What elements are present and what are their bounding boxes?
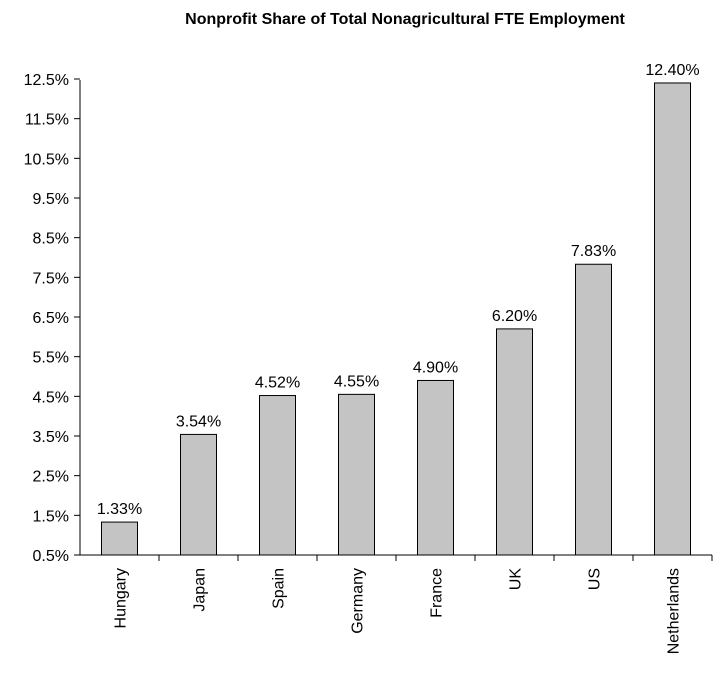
y-tick-label: 3.5% xyxy=(33,429,69,446)
y-tick-label: 2.5% xyxy=(33,469,69,486)
x-category-label-france: France xyxy=(429,568,446,618)
y-tick-label: 10.5% xyxy=(24,151,69,168)
y-tick-label: 6.5% xyxy=(33,310,69,327)
x-category-label-us: US xyxy=(587,568,604,590)
bar-us xyxy=(575,263,612,556)
x-category-label-japan: Japan xyxy=(192,568,209,612)
y-tick-label: 5.5% xyxy=(33,350,69,367)
bar-spain xyxy=(259,395,296,556)
x-category-label-germany: Germany xyxy=(350,568,367,634)
x-category-label-spain: Spain xyxy=(271,568,288,609)
data-label-germany: 4.55% xyxy=(334,373,379,390)
data-labels-group: 1.33% 3.54% 4.52% 4.55% 4.90% 6.20% 7.83% 12.40… xyxy=(97,62,700,518)
data-label-uk: 6.20% xyxy=(492,308,537,325)
y-tick-label: 8.5% xyxy=(33,231,69,248)
y-tick-label: 0.5% xyxy=(33,548,69,565)
y-tick-label: 9.5% xyxy=(33,191,69,208)
data-label-japan: 3.54% xyxy=(176,413,221,430)
y-tick-label: 7.5% xyxy=(33,270,69,287)
x-axis-categories: Hungary Japan Spain Germany France UK US Nether… xyxy=(113,555,713,654)
x-category-label-netherlands: Netherlands xyxy=(666,568,683,654)
bar-japan xyxy=(180,433,217,556)
y-tick-label: 12.5% xyxy=(24,72,69,89)
y-tick-label: 11.5% xyxy=(25,112,69,129)
data-label-us: 7.83% xyxy=(571,243,616,260)
data-label-spain: 4.52% xyxy=(255,375,300,392)
chart-title: Nonprofit Share of Total Nonagricultural… xyxy=(185,11,625,28)
data-label-hungary: 1.33% xyxy=(97,501,142,518)
y-axis-ticks: 0.5% 1.5% 2.5% 3.5% 4.5% 5.5% 6.5% 7.5% 8.5% 9.5%… xyxy=(24,72,80,565)
y-tick-label: 1.5% xyxy=(33,508,69,525)
bars-group xyxy=(101,82,691,556)
bar-hungary xyxy=(101,521,138,556)
bar-france xyxy=(417,379,454,556)
data-label-france: 4.90% xyxy=(413,359,458,376)
bar-uk xyxy=(496,328,533,556)
data-label-netherlands: 12.40% xyxy=(645,62,699,79)
y-tick-label: 4.5% xyxy=(33,389,69,406)
x-category-label-hungary: Hungary xyxy=(113,568,130,628)
bar-germany xyxy=(338,393,375,556)
bar-netherlands xyxy=(654,82,691,556)
x-category-label-uk: UK xyxy=(508,568,525,591)
